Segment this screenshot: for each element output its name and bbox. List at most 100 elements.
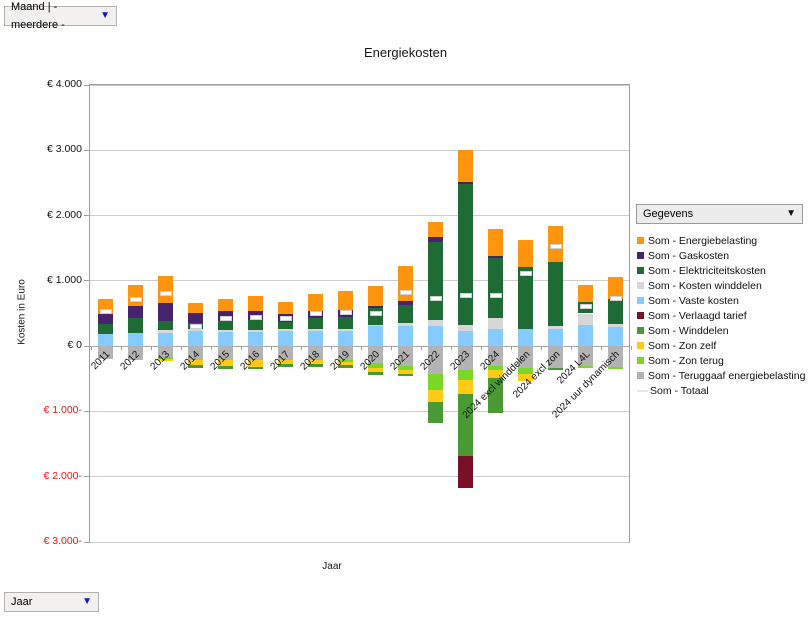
gridline <box>90 84 629 86</box>
bar-segment-energiebelasting <box>398 266 413 301</box>
legend-color-chip <box>637 372 644 379</box>
x-axis-tick <box>630 346 632 351</box>
bar-segment-zon_terug <box>368 363 383 368</box>
bar-segment-elektriciteitskosten <box>548 262 563 326</box>
bar-segment-vaste_kosten <box>578 324 593 347</box>
bar-segment-gaskosten <box>98 314 113 325</box>
x-axis-tick <box>90 346 92 351</box>
legend-label: Som - Zon terug <box>648 354 724 367</box>
bar-segment-vaste_kosten <box>488 328 503 347</box>
bar-segment-gaskosten <box>488 255 503 258</box>
totaal-marker <box>159 291 172 297</box>
bar-segment-elektriciteitskosten <box>428 242 443 321</box>
chart-legend: Som - Energiebelasting Som - Gaskosten Som… <box>637 233 811 398</box>
bar-segment-kosten_winddelen <box>608 324 623 328</box>
y-axis-tick <box>84 215 89 217</box>
bar-segment-vaste_kosten <box>128 332 143 347</box>
y-axis-tick-label: € 2.000- <box>43 469 82 482</box>
totaal-marker <box>249 314 262 320</box>
bar-segment-zon_terug <box>398 366 413 371</box>
gridline <box>90 541 629 543</box>
legend-label: Som - Verlaagd tarief <box>648 309 747 322</box>
bar-segment-kosten_winddelen <box>368 324 383 327</box>
bar-segment-gaskosten <box>158 303 173 322</box>
bar-segment-kosten_winddelen <box>278 328 293 332</box>
bar-segment-gaskosten <box>458 182 473 184</box>
totaal-marker <box>549 243 562 249</box>
gridline <box>90 280 629 282</box>
bar-segment-zon_zelf <box>518 373 533 382</box>
bar-segment-kosten_winddelen <box>488 318 503 329</box>
bar-segment-vaste_kosten <box>458 331 473 347</box>
totaal-marker <box>219 316 232 322</box>
gridline <box>90 149 629 151</box>
x-axis-tick <box>390 346 392 351</box>
column-field-dropdown[interactable]: Jaar ▼ <box>4 592 99 612</box>
y-axis-tick-label: € 4.000 <box>46 78 82 90</box>
totaal-marker <box>459 292 472 298</box>
bar-segment-energiebelasting <box>308 293 323 311</box>
bar-segment-energiebelasting <box>248 295 263 311</box>
x-axis-tick <box>120 346 122 351</box>
bar-segment-zon_zelf <box>158 359 173 362</box>
bar-segment-energiebelasting <box>188 302 203 313</box>
data-field-dropdown[interactable]: Gegevens ▼ <box>636 204 803 224</box>
totaal-marker <box>279 315 292 321</box>
bar-segment-vaste_kosten <box>398 325 413 347</box>
bar-segment-teruggaaf_energiebelasting <box>248 346 263 361</box>
legend-label: Som - Elektriciteitskosten <box>648 264 766 277</box>
gridline <box>90 215 629 217</box>
y-axis-tick <box>84 280 89 282</box>
bar-segment-teruggaaf_energiebelasting <box>398 346 413 367</box>
bar-segment-winddelen <box>458 394 473 457</box>
bar-segment-zon_zelf <box>428 389 443 402</box>
column-field-label: Jaar <box>11 596 33 608</box>
row-field-label: Maand | - meerdere - <box>11 1 65 31</box>
bar-segment-kosten_winddelen <box>308 329 323 332</box>
totaal-marker <box>189 323 202 329</box>
bar-segment-kosten_winddelen <box>548 325 563 330</box>
x-axis-tick <box>480 346 482 351</box>
bar-segment-winddelen <box>548 368 563 370</box>
y-axis-tick-label: € 0 <box>67 339 82 352</box>
bar-segment-vaste_kosten <box>428 325 443 347</box>
y-axis-title: Kosten in Euro <box>16 279 28 345</box>
bar-segment-elektriciteitskosten <box>218 321 233 331</box>
bar-segment-elektriciteitskosten <box>158 321 173 331</box>
data-field-label: Gegevens <box>643 208 694 220</box>
bar-segment-teruggaaf_energiebelasting <box>98 346 113 359</box>
x-axis-tick <box>270 346 272 351</box>
bar-segment-winddelen <box>308 364 323 368</box>
plot-area: 2011 2012 2013 2014 2015 2016 2017 2018 2019 2020… <box>84 84 632 543</box>
bar-segment-elektriciteitskosten <box>398 304 413 323</box>
bar-segment-teruggaaf_energiebelasting <box>368 346 383 364</box>
bar-segment-energiebelasting <box>128 285 143 306</box>
bar-segment-kosten_winddelen <box>248 330 263 332</box>
bar-segment-zon_zelf <box>308 360 323 365</box>
bar-segment-zon_terug <box>488 366 503 370</box>
bar-segment-zon_terug <box>458 370 473 381</box>
legend-color-chip <box>637 282 644 289</box>
row-field-dropdown[interactable]: Maand | - meerdere - ▼ <box>4 1 117 31</box>
bar-segment-zon_terug <box>608 367 623 369</box>
legend-item: Som - Winddelen <box>637 323 811 338</box>
totaal-marker <box>369 311 382 316</box>
bar-segment-energiebelasting <box>518 239 533 268</box>
legend-item: Som - Elektriciteitskosten <box>637 263 811 278</box>
legend-color-chip <box>637 267 644 274</box>
bar-segment-teruggaaf_energiebelasting <box>128 346 143 360</box>
x-axis-title: Jaar <box>322 561 342 572</box>
legend-color-chip <box>637 327 644 334</box>
legend-label: Som - Zon zelf <box>648 339 717 352</box>
bar-segment-winddelen <box>368 371 383 375</box>
bar-segment-vaste_kosten <box>188 331 203 347</box>
bar-segment-winddelen <box>188 365 203 368</box>
bar-segment-winddelen <box>278 363 293 368</box>
bar-segment-elektriciteitskosten <box>518 267 533 330</box>
bar-segment-elektriciteitskosten <box>128 317 143 333</box>
bar-segment-kosten_winddelen <box>458 324 473 332</box>
x-axis-tick <box>570 346 572 351</box>
bar-segment-zon_zelf <box>248 360 263 367</box>
bar-segment-teruggaaf_energiebelasting <box>518 346 533 368</box>
y-axis-tick-label: € 1.000 <box>46 273 82 286</box>
